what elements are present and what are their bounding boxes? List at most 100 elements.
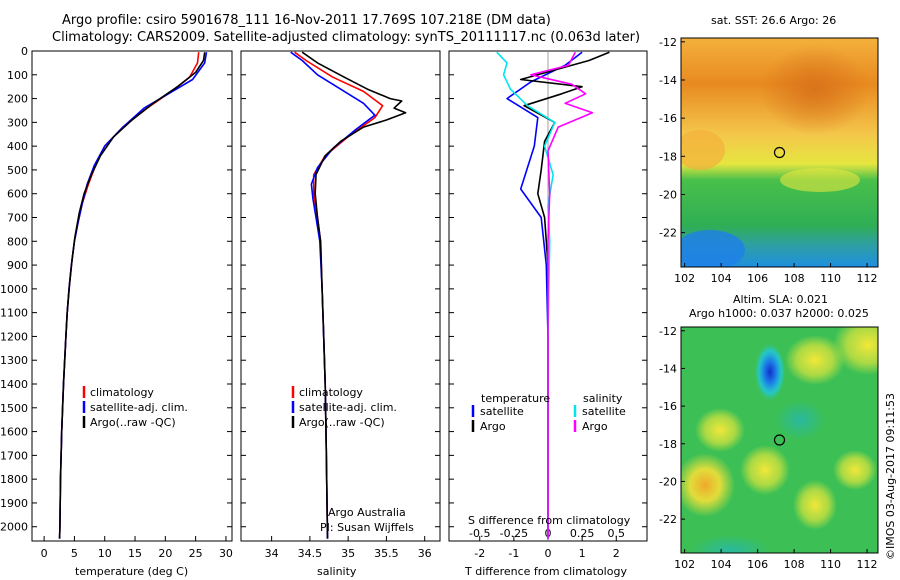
salinity-legend-label: climatology: [299, 386, 363, 399]
depth-tick-label: 0: [21, 45, 28, 58]
sla-map-title-line1: Altim. SLA: 0.021: [733, 293, 828, 306]
salinity-legend-label: satellite-adj. clim.: [299, 401, 397, 414]
depth-tick-label: 1700: [0, 449, 28, 462]
sst-map-frame: [680, 37, 879, 268]
sla-map-xtick-label: 102: [674, 558, 695, 571]
salinity-diff-xtick-label: -0.5: [469, 527, 490, 540]
differences-series-salinity-argo: [530, 51, 594, 539]
differences-series-temperature-satellite: [506, 51, 583, 539]
depth-tick-label: 800: [7, 235, 28, 248]
sst-map-ytick-label: -12: [659, 36, 677, 49]
sla-map-ytick-label: -12: [659, 325, 677, 338]
credit-line1: Argo Australia: [328, 506, 406, 519]
sla-map-ytick-label: -16: [659, 400, 677, 413]
depth-tick-label: 500: [7, 164, 28, 177]
salinity-plot-area: [290, 51, 407, 539]
depth-tick-label: 1900: [0, 497, 28, 510]
diff-legend-label: Argo: [582, 420, 608, 433]
sst-map-xtick-label: 106: [747, 272, 768, 285]
depth-tick-label: 200: [7, 93, 28, 106]
temperature-legend-label: Argo(..raw -QC): [90, 416, 176, 429]
difference-xlabel: T difference from climatology: [464, 565, 627, 578]
diff-legend-label: satellite: [480, 405, 524, 418]
sst-map-ytick-label: -14: [659, 74, 677, 87]
salinity-xtick-label: 34.5: [298, 547, 323, 560]
sla-map-argo-position-marker: [773, 434, 786, 446]
salinity-series-argo-raw-qc-: [301, 51, 407, 539]
depth-tick-label: 1300: [0, 354, 28, 367]
sst-map-xtick-label: 104: [711, 272, 732, 285]
depth-tick-label: 1200: [0, 330, 28, 343]
sla-map-xtick-label: 110: [820, 558, 841, 571]
sla-map-ytick-label: -18: [659, 438, 677, 451]
salinity-xlabel: salinity: [317, 565, 357, 578]
sst-map-xtick-label: 112: [857, 272, 878, 285]
differences-xtick-label: 2: [613, 547, 620, 560]
temperature-series-climatology: [58, 52, 200, 539]
salinity-legend-label: Argo(..raw -QC): [299, 416, 385, 429]
salinity-xtick-label: 35.5: [374, 547, 399, 560]
differences-series-salinity-satellite: [496, 51, 556, 539]
salinity-diff-xtick-label: 0.5: [608, 527, 626, 540]
sst-map: [681, 38, 878, 267]
sst-map-xtick-label: 108: [784, 272, 805, 285]
sla-map-ytick-label: -14: [659, 362, 677, 375]
sst-map-xtick-label: 102: [674, 272, 695, 285]
depth-tick-label: 400: [7, 140, 28, 153]
depth-tick-label: 1600: [0, 426, 28, 439]
sla-map-xtick-label: 104: [711, 558, 732, 571]
salinity-diff-xtick-label: -0.25: [500, 527, 528, 540]
sst-map-ytick-label: -22: [659, 227, 677, 240]
sla-map-frame: [680, 326, 879, 554]
sla-map-xtick-label: 108: [784, 558, 805, 571]
depth-tick-label: 700: [7, 212, 28, 225]
temperature-plot-area: [58, 52, 208, 539]
figure-title-line1: Argo profile: csiro 5901678_111 16-Nov-2…: [62, 13, 551, 28]
depth-tick-label: 1400: [0, 378, 28, 391]
credit-line2: PI: Susan Wijffels: [320, 521, 414, 534]
differences-xtick-label: 1: [579, 547, 586, 560]
difference-xlabel-top: S difference from climatology: [468, 514, 631, 527]
differences-xtick-label: -2: [474, 547, 485, 560]
diff-legend-label: satellite: [582, 405, 626, 418]
depth-tick-label: 2000: [0, 521, 28, 534]
diff-legend-label: Argo: [480, 420, 506, 433]
diff-legend-title-temperature: temperature: [481, 392, 550, 405]
sst-map-xtick-label: 110: [820, 272, 841, 285]
sst-map-ytick-label: -20: [659, 188, 677, 201]
salinity-xtick-label: 35: [341, 547, 355, 560]
salinity-xtick-label: 34: [265, 547, 279, 560]
temperature-xtick-label: 0: [41, 547, 48, 560]
sst-map-title: sat. SST: 26.6 Argo: 26: [711, 14, 836, 27]
differences-xtick-label: -1: [508, 547, 519, 560]
sst-map-ytick-label: -18: [659, 150, 677, 163]
sla-map-title-line2: Argo h1000: 0.037 h2000: 0.025: [689, 307, 869, 320]
sst-map-argo-position-marker: [773, 146, 786, 159]
sla-map-ytick-label: -20: [659, 475, 677, 488]
salinity-panel-frame: [240, 50, 441, 542]
salinity-diff-xtick-label: 0.25: [570, 527, 595, 540]
sst-map-ytick-label: -16: [659, 112, 677, 125]
sla-map-xtick-label: 112: [857, 558, 878, 571]
differences-plot-area: [496, 51, 610, 541]
temperature-xtick-label: 5: [71, 547, 78, 560]
depth-tick-label: 1100: [0, 307, 28, 320]
depth-tick-label: 1000: [0, 283, 28, 296]
salinity-xtick-label: 36: [418, 547, 432, 560]
depth-tick-label: 1500: [0, 402, 28, 415]
figure-title-line2: Climatology: CARS2009. Satellite-adjuste…: [52, 30, 641, 45]
differences-series-temperature-argo: [519, 51, 610, 539]
depth-tick-label: 300: [7, 116, 28, 129]
temperature-series-satellite-adj-clim-: [58, 52, 208, 539]
depth-tick-label: 1800: [0, 473, 28, 486]
temperature-legend-label: climatology: [90, 386, 154, 399]
differences-xtick-label: 0: [545, 547, 552, 560]
temperature-xlabel: temperature (deg C): [75, 565, 188, 578]
diff-legend-title-salinity: salinity: [583, 392, 623, 405]
sla-map: [681, 327, 878, 553]
salinity-series-satellite-adj-clim-: [290, 51, 376, 539]
temperature-xtick-label: 15: [128, 547, 142, 560]
temperature-series-argo-raw-qc-: [58, 52, 206, 539]
depth-tick-label: 900: [7, 259, 28, 272]
